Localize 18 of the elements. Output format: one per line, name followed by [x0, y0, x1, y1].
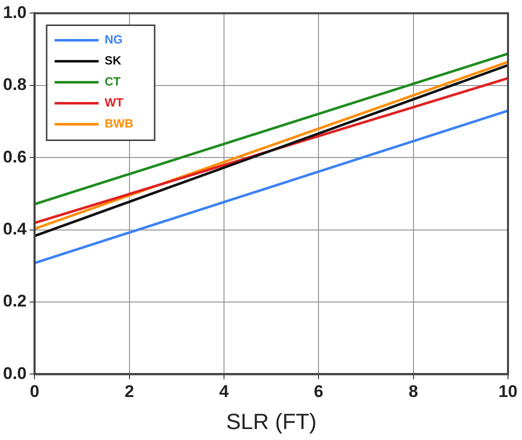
legend-label: WT	[104, 96, 124, 110]
x-tick-label: 10	[498, 382, 518, 402]
legend-label: SK	[104, 54, 122, 68]
x-tick-label: 2	[124, 382, 134, 402]
x-tick-label: 6	[314, 382, 324, 402]
x-tick-label: 8	[408, 382, 418, 402]
y-tick-label: 1.0	[2, 2, 27, 22]
y-tick-label: 0.6	[2, 147, 27, 166]
legend-label: NG	[104, 32, 123, 47]
y-tick-label: 0.8	[2, 75, 27, 94]
legend-label: BWB	[104, 116, 134, 131]
x-tick-label: 0	[30, 382, 40, 402]
legend-label: CT	[104, 74, 122, 89]
y-tick-label: 0.0	[2, 364, 27, 383]
x-axis-title: SLR (FT)	[226, 408, 317, 434]
y-tick-label: 0.4	[2, 219, 28, 238]
x-tick-label: 4	[219, 382, 230, 402]
y-tick-label: 0.2	[2, 292, 27, 311]
